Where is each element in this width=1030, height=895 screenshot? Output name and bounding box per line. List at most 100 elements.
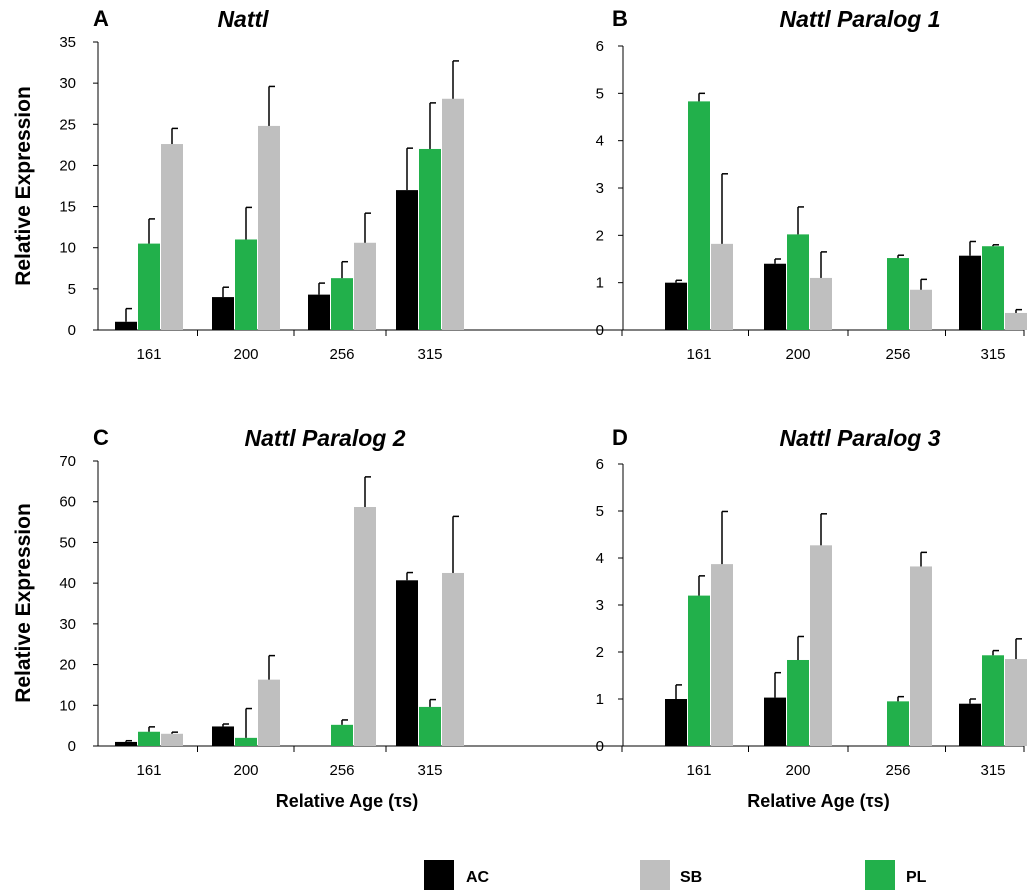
bar-pl bbox=[138, 243, 160, 330]
bar-pl bbox=[419, 706, 441, 746]
chart-title: Nattl Paralog 3 bbox=[779, 425, 940, 451]
y-tick-label: 3 bbox=[596, 597, 604, 614]
bar-ac bbox=[212, 297, 234, 330]
legend-swatch bbox=[640, 860, 670, 890]
x-tick-label: 315 bbox=[980, 346, 1005, 363]
y-tick-label: 4 bbox=[596, 550, 604, 567]
bar-pl bbox=[887, 258, 909, 330]
panel-letter: C bbox=[93, 425, 109, 450]
bar-pl bbox=[138, 731, 160, 746]
chart-panel-c: C Nattl Paralog 2 Relative Expression Relat… bbox=[12, 425, 623, 811]
bar-ac bbox=[665, 282, 687, 330]
legend-label: AC bbox=[466, 869, 490, 886]
bar-sb bbox=[354, 242, 376, 330]
y-tick-label: 6 bbox=[596, 456, 604, 473]
y-tick-label: 4 bbox=[596, 133, 604, 150]
bar-ac bbox=[396, 190, 418, 330]
y-tick-label: 0 bbox=[68, 322, 76, 339]
x-tick-label: 161 bbox=[686, 346, 711, 363]
legend-label: PL bbox=[906, 869, 927, 886]
legend: AC SB PL bbox=[424, 860, 927, 890]
bar-pl bbox=[787, 659, 809, 746]
bar-ac bbox=[959, 703, 981, 746]
legend-label: SB bbox=[680, 869, 702, 886]
bar-sb bbox=[1005, 659, 1027, 746]
y-tick-label: 35 bbox=[59, 34, 76, 51]
y-tick-label: 15 bbox=[59, 199, 76, 216]
bar-sb bbox=[354, 507, 376, 746]
legend-item-sb: SB bbox=[640, 860, 702, 890]
bar-pl bbox=[419, 148, 441, 330]
bar-ac bbox=[764, 697, 786, 746]
y-tick-label: 50 bbox=[59, 534, 76, 551]
chart-title: Nattl bbox=[217, 6, 269, 32]
y-tick-label: 25 bbox=[59, 116, 76, 133]
bar-pl bbox=[982, 246, 1004, 330]
y-tick-label: 5 bbox=[68, 281, 76, 298]
x-tick-label: 256 bbox=[329, 346, 354, 363]
y-tick-label: 20 bbox=[59, 157, 76, 174]
bar-pl bbox=[787, 234, 809, 330]
chart-title: Nattl Paralog 2 bbox=[244, 425, 405, 451]
y-tick-label: 60 bbox=[59, 494, 76, 511]
x-tick-label: 315 bbox=[417, 762, 442, 779]
x-tick-label: 200 bbox=[785, 762, 810, 779]
bar-sb bbox=[910, 289, 932, 330]
x-axis-label: Relative Age (τs) bbox=[747, 791, 889, 811]
bar-ac bbox=[665, 699, 687, 746]
y-tick-label: 1 bbox=[596, 691, 604, 708]
y-tick-label: 6 bbox=[596, 38, 604, 55]
x-tick-label: 315 bbox=[417, 346, 442, 363]
bar-sb bbox=[442, 98, 464, 330]
bar-pl bbox=[331, 278, 353, 330]
x-axis-label: Relative Age (τs) bbox=[276, 791, 418, 811]
y-tick-label: 30 bbox=[59, 75, 76, 92]
y-tick-label: 0 bbox=[68, 738, 76, 755]
bar-ac bbox=[959, 255, 981, 330]
bar-sb bbox=[442, 572, 464, 746]
panel-letter: B bbox=[612, 6, 628, 31]
y-tick-label: 10 bbox=[59, 240, 76, 257]
x-tick-label: 161 bbox=[686, 762, 711, 779]
bar-pl bbox=[235, 737, 257, 746]
x-tick-label: 315 bbox=[980, 762, 1005, 779]
bar-pl bbox=[982, 655, 1004, 746]
y-tick-label: 30 bbox=[59, 616, 76, 633]
y-tick-label: 5 bbox=[596, 503, 604, 520]
panel-letter: D bbox=[612, 425, 628, 450]
chart-title: Nattl Paralog 1 bbox=[779, 6, 940, 32]
x-tick-label: 256 bbox=[329, 762, 354, 779]
y-tick-label: 5 bbox=[596, 85, 604, 102]
x-tick-label: 256 bbox=[885, 762, 910, 779]
bar-ac bbox=[396, 580, 418, 746]
y-tick-label: 2 bbox=[596, 227, 604, 244]
bar-pl bbox=[688, 595, 710, 746]
bar-ac bbox=[764, 263, 786, 330]
x-tick-label: 200 bbox=[233, 346, 258, 363]
panel-letter: A bbox=[93, 6, 109, 31]
bar-sb bbox=[810, 545, 832, 746]
bar-pl bbox=[887, 701, 909, 746]
x-tick-label: 161 bbox=[136, 762, 161, 779]
y-tick-label: 0 bbox=[596, 322, 604, 339]
legend-swatch bbox=[424, 860, 454, 890]
bar-sb bbox=[161, 733, 183, 746]
chart-panel-b: B Nattl Paralog 1 0 1 2 3 4 5 6 161 200 256 315 bbox=[596, 6, 1027, 363]
bar-ac bbox=[115, 321, 137, 330]
y-tick-label: 1 bbox=[596, 275, 604, 292]
bar-sb bbox=[161, 144, 183, 330]
y-tick-label: 20 bbox=[59, 657, 76, 674]
y-tick-label: 70 bbox=[59, 453, 76, 470]
x-tick-label: 200 bbox=[785, 346, 810, 363]
bar-ac bbox=[308, 294, 330, 330]
legend-item-pl: PL bbox=[865, 860, 927, 890]
bar-pl bbox=[688, 101, 710, 330]
bar-pl bbox=[235, 239, 257, 330]
bar-sb bbox=[1005, 312, 1027, 330]
x-tick-label: 200 bbox=[233, 762, 258, 779]
legend-item-ac: AC bbox=[424, 860, 490, 890]
x-tick-label: 256 bbox=[885, 346, 910, 363]
